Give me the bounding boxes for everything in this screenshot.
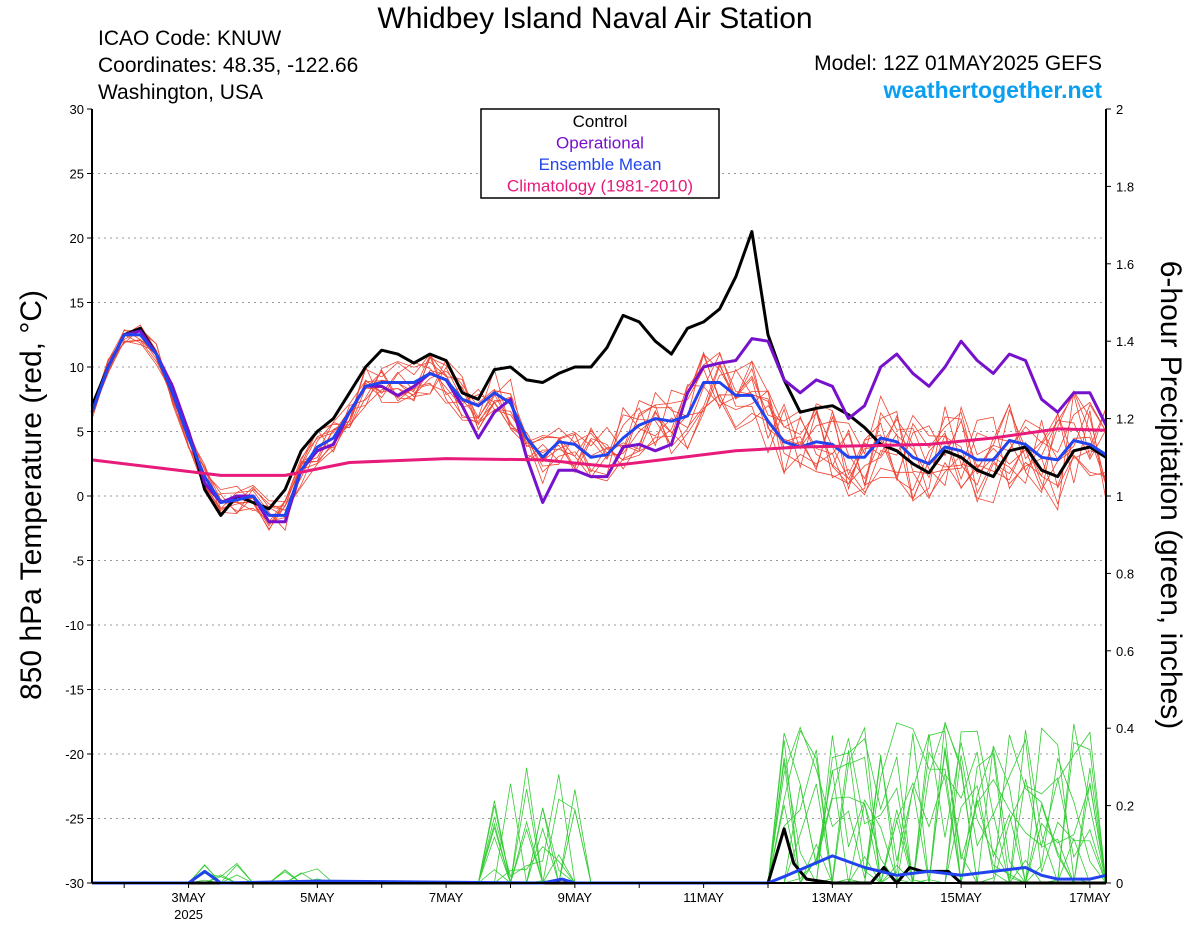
left-tick-label: 20 [70,231,84,246]
left-tick-label: 30 [70,102,84,117]
x-tick-label: 3MAY [171,890,206,905]
right-tick-label: 1.2 [1116,412,1134,427]
website-label[interactable]: weathertogether.net [883,77,1102,103]
right-tick-label: 0.6 [1116,644,1134,659]
ensemble-mean-temp-line [90,333,1107,517]
left-tick-label: -10 [65,618,84,633]
x-tick-label: 17MAY [1069,890,1111,905]
temp-member-line [91,339,1107,511]
temp-member-line [91,340,1107,527]
right-tick-label: 0.8 [1116,566,1134,581]
right-tick-label: 0 [1116,876,1123,891]
right-tick-label: 1.4 [1116,334,1134,349]
left-tick-label: 25 [70,167,84,182]
right-tick-label: 1.6 [1116,257,1134,272]
main-series [90,230,1108,885]
legend-box [480,108,720,199]
x-tick-year-label: 2025 [174,907,203,922]
left-tick-label: 5 [77,425,84,440]
station-location: Washington, USA [98,81,263,104]
operational-temp-line [90,329,1108,524]
right-tick-label: 0.4 [1116,721,1134,736]
x-tick-label: 13MAY [812,890,854,905]
left-tick-label: -15 [65,683,84,698]
legend-control: Control [573,112,628,131]
temp-member-line [91,329,1107,515]
chart-title: Whidbey Island Naval Air Station [377,2,813,35]
legend-operational: Operational [556,134,644,153]
ensemble-members [91,324,1107,885]
temp-member-line [91,340,1107,518]
right-tick-label: 1.8 [1116,179,1134,194]
x-tick-label: 7MAY [429,890,464,905]
left-tick-label: 10 [70,360,84,375]
temp-member-line [91,335,1107,510]
left-tick-label: -30 [65,876,84,891]
left-tick-label: -20 [65,747,84,762]
right-tick-label: 1 [1116,489,1123,504]
axes: -30-25-20-15-10-505101520253000.20.40.60… [65,102,1134,922]
legend-climatology: Climatology (1981-2010) [507,177,693,196]
model-run-label: Model: 12Z 01MAY2025 GEFS [814,52,1102,75]
climatology-temp-line [91,427,1107,477]
legend: Control Operational Ensemble Mean Climatolo… [480,108,720,199]
x-tick-label: 5MAY [300,890,335,905]
right-tick-label: 2 [1116,102,1123,117]
left-tick-label: 0 [77,489,84,504]
temp-member-line [91,330,1107,530]
temp-member-line [91,334,1107,522]
legend-ensemble-mean: Ensemble Mean [539,155,662,174]
left-tick-label: -25 [65,812,84,827]
station-coordinates: Coordinates: 48.35, -122.66 [98,54,359,77]
x-tick-label: 15MAY [940,890,982,905]
x-tick-label: 11MAY [683,890,724,905]
left-tick-label: -5 [72,554,84,569]
x-tick-label: 9MAY [558,890,593,905]
left-tick-label: 15 [70,296,84,311]
right-tick-label: 0.2 [1116,799,1134,814]
icao-code: ICAO Code: KNUW [98,27,282,50]
